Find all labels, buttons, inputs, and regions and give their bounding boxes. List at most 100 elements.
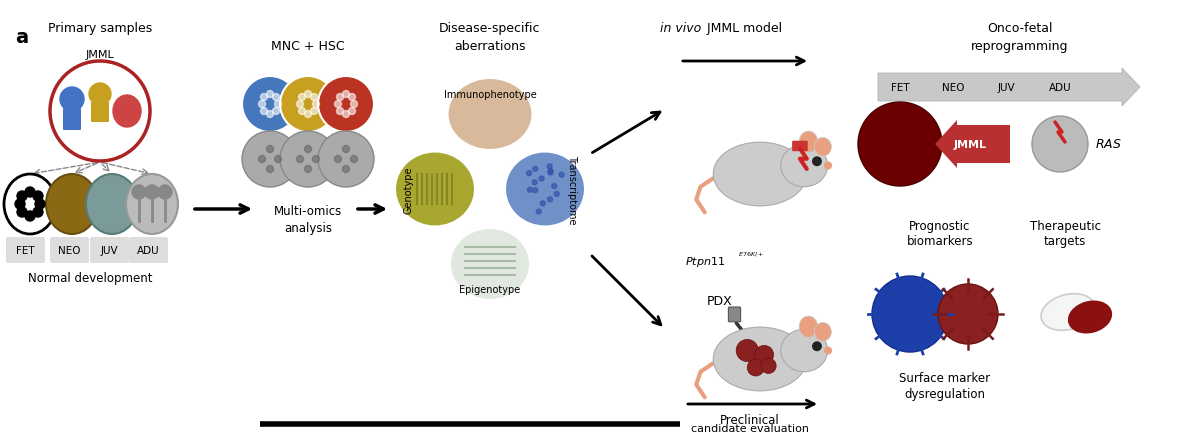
Circle shape — [305, 111, 312, 118]
Circle shape — [132, 186, 146, 200]
Circle shape — [342, 146, 349, 153]
Circle shape — [755, 345, 774, 364]
Text: FET: FET — [890, 83, 910, 93]
Circle shape — [812, 342, 821, 351]
Circle shape — [266, 166, 274, 173]
FancyBboxPatch shape — [130, 237, 168, 263]
Circle shape — [272, 94, 280, 101]
Ellipse shape — [799, 316, 818, 338]
Circle shape — [748, 359, 764, 376]
Circle shape — [824, 163, 832, 170]
Circle shape — [348, 94, 355, 101]
Circle shape — [539, 177, 544, 182]
Ellipse shape — [113, 96, 142, 128]
Circle shape — [260, 108, 268, 115]
Text: Therapeutic: Therapeutic — [1030, 220, 1100, 233]
Circle shape — [350, 101, 358, 108]
Circle shape — [299, 108, 306, 115]
Ellipse shape — [505, 152, 586, 227]
Circle shape — [348, 108, 355, 115]
Text: Surface marker: Surface marker — [900, 371, 990, 384]
Circle shape — [824, 347, 832, 354]
Circle shape — [260, 94, 268, 101]
Text: MNC + HSC: MNC + HSC — [271, 40, 344, 53]
Circle shape — [275, 156, 282, 163]
Circle shape — [145, 186, 158, 200]
Circle shape — [342, 91, 349, 98]
Ellipse shape — [815, 138, 832, 157]
Text: biomarkers: biomarkers — [907, 234, 973, 247]
Text: NEO: NEO — [59, 246, 80, 256]
Circle shape — [312, 101, 319, 108]
Circle shape — [89, 84, 112, 106]
Circle shape — [528, 188, 533, 193]
Text: JMML: JMML — [85, 50, 114, 60]
Circle shape — [938, 284, 998, 344]
Text: Genotype: Genotype — [403, 166, 413, 213]
Circle shape — [242, 77, 298, 133]
Circle shape — [14, 200, 25, 210]
Ellipse shape — [448, 79, 533, 151]
Circle shape — [761, 358, 776, 374]
FancyBboxPatch shape — [64, 109, 82, 131]
Text: Immunophenotype: Immunophenotype — [444, 90, 536, 100]
Circle shape — [336, 94, 343, 101]
Text: in vivo: in vivo — [660, 22, 701, 35]
Circle shape — [812, 158, 821, 166]
Ellipse shape — [713, 143, 806, 207]
Circle shape — [17, 207, 28, 217]
Circle shape — [312, 156, 319, 163]
Text: Epigenotype: Epigenotype — [460, 284, 521, 294]
FancyBboxPatch shape — [728, 307, 740, 322]
Circle shape — [548, 171, 553, 176]
Circle shape — [559, 173, 564, 178]
Circle shape — [296, 156, 304, 163]
Circle shape — [34, 207, 43, 217]
Ellipse shape — [86, 174, 138, 234]
Text: JUV: JUV — [997, 83, 1015, 93]
Circle shape — [547, 164, 552, 169]
Text: a: a — [14, 28, 28, 47]
Text: reprogramming: reprogramming — [971, 40, 1069, 53]
Text: ADU: ADU — [137, 246, 160, 256]
Ellipse shape — [46, 174, 98, 234]
Circle shape — [540, 201, 545, 206]
FancyBboxPatch shape — [792, 141, 808, 152]
Circle shape — [536, 210, 541, 214]
Circle shape — [350, 156, 358, 163]
Text: analysis: analysis — [284, 221, 332, 234]
Ellipse shape — [1042, 294, 1094, 331]
Text: Primary samples: Primary samples — [48, 22, 152, 35]
Text: JMML model: JMML model — [703, 22, 782, 35]
Circle shape — [737, 340, 758, 362]
Text: ADU: ADU — [1049, 83, 1072, 93]
Text: Multi-omics: Multi-omics — [274, 204, 342, 217]
Circle shape — [552, 184, 557, 189]
FancyBboxPatch shape — [6, 237, 46, 263]
Circle shape — [311, 94, 318, 101]
Ellipse shape — [815, 323, 832, 342]
Text: aberrations: aberrations — [455, 40, 526, 53]
Circle shape — [266, 111, 274, 118]
Ellipse shape — [781, 145, 828, 187]
Circle shape — [527, 171, 532, 176]
Circle shape — [258, 156, 265, 163]
Circle shape — [547, 197, 552, 202]
Ellipse shape — [713, 327, 806, 391]
Circle shape — [158, 186, 172, 200]
Circle shape — [296, 101, 304, 108]
Circle shape — [60, 88, 84, 112]
Circle shape — [280, 132, 336, 187]
Circle shape — [858, 103, 942, 187]
FancyBboxPatch shape — [90, 237, 130, 263]
Text: Preclinical: Preclinical — [720, 413, 780, 426]
Circle shape — [548, 169, 553, 174]
Ellipse shape — [781, 329, 828, 372]
Text: JMML: JMML — [954, 140, 986, 150]
Text: Transcriptome: Transcriptome — [568, 155, 577, 224]
Ellipse shape — [395, 152, 475, 227]
Circle shape — [258, 101, 265, 108]
Ellipse shape — [4, 174, 56, 234]
Circle shape — [532, 181, 538, 185]
Circle shape — [533, 188, 538, 193]
